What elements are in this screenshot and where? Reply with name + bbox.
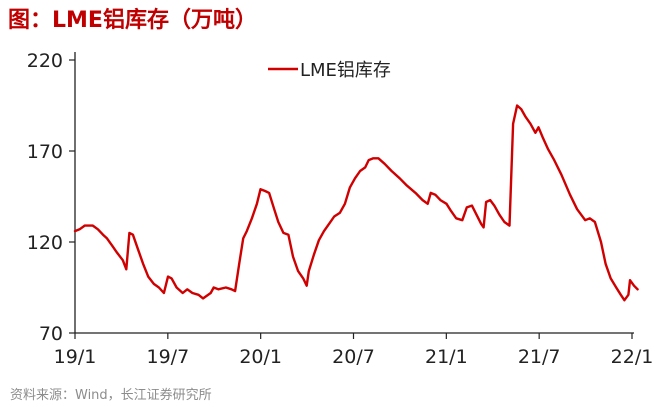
x-tick-label: 21/1 (425, 346, 468, 368)
y-tick-label: 120 (27, 232, 63, 254)
x-tick-label: 21/7 (518, 346, 561, 368)
legend-label: LME铝库存 (300, 60, 391, 81)
tick-labels: 70 120 170 220 19/1 19/7 20/1 20/7 21/1 21/7 22/1 (27, 50, 654, 368)
y-tick-label: 170 (27, 141, 63, 163)
axes (69, 52, 634, 339)
series-line (73, 104, 639, 302)
x-tick-label: 19/1 (54, 346, 97, 368)
x-tick-label: 19/7 (146, 346, 189, 368)
x-tick-label: 20/7 (332, 346, 375, 368)
y-tick-label: 220 (27, 50, 63, 72)
source-note: 资料来源：Wind，长江证券研究所 (10, 388, 212, 403)
x-tick-label: 20/1 (239, 346, 282, 368)
legend: LME铝库存 (268, 60, 391, 81)
y-tick-label: 70 (39, 323, 63, 345)
series-layer (73, 104, 639, 302)
chart-title: 图：LME铝库存（万吨） (8, 8, 257, 33)
x-tick-label: 22/1 (611, 346, 654, 368)
